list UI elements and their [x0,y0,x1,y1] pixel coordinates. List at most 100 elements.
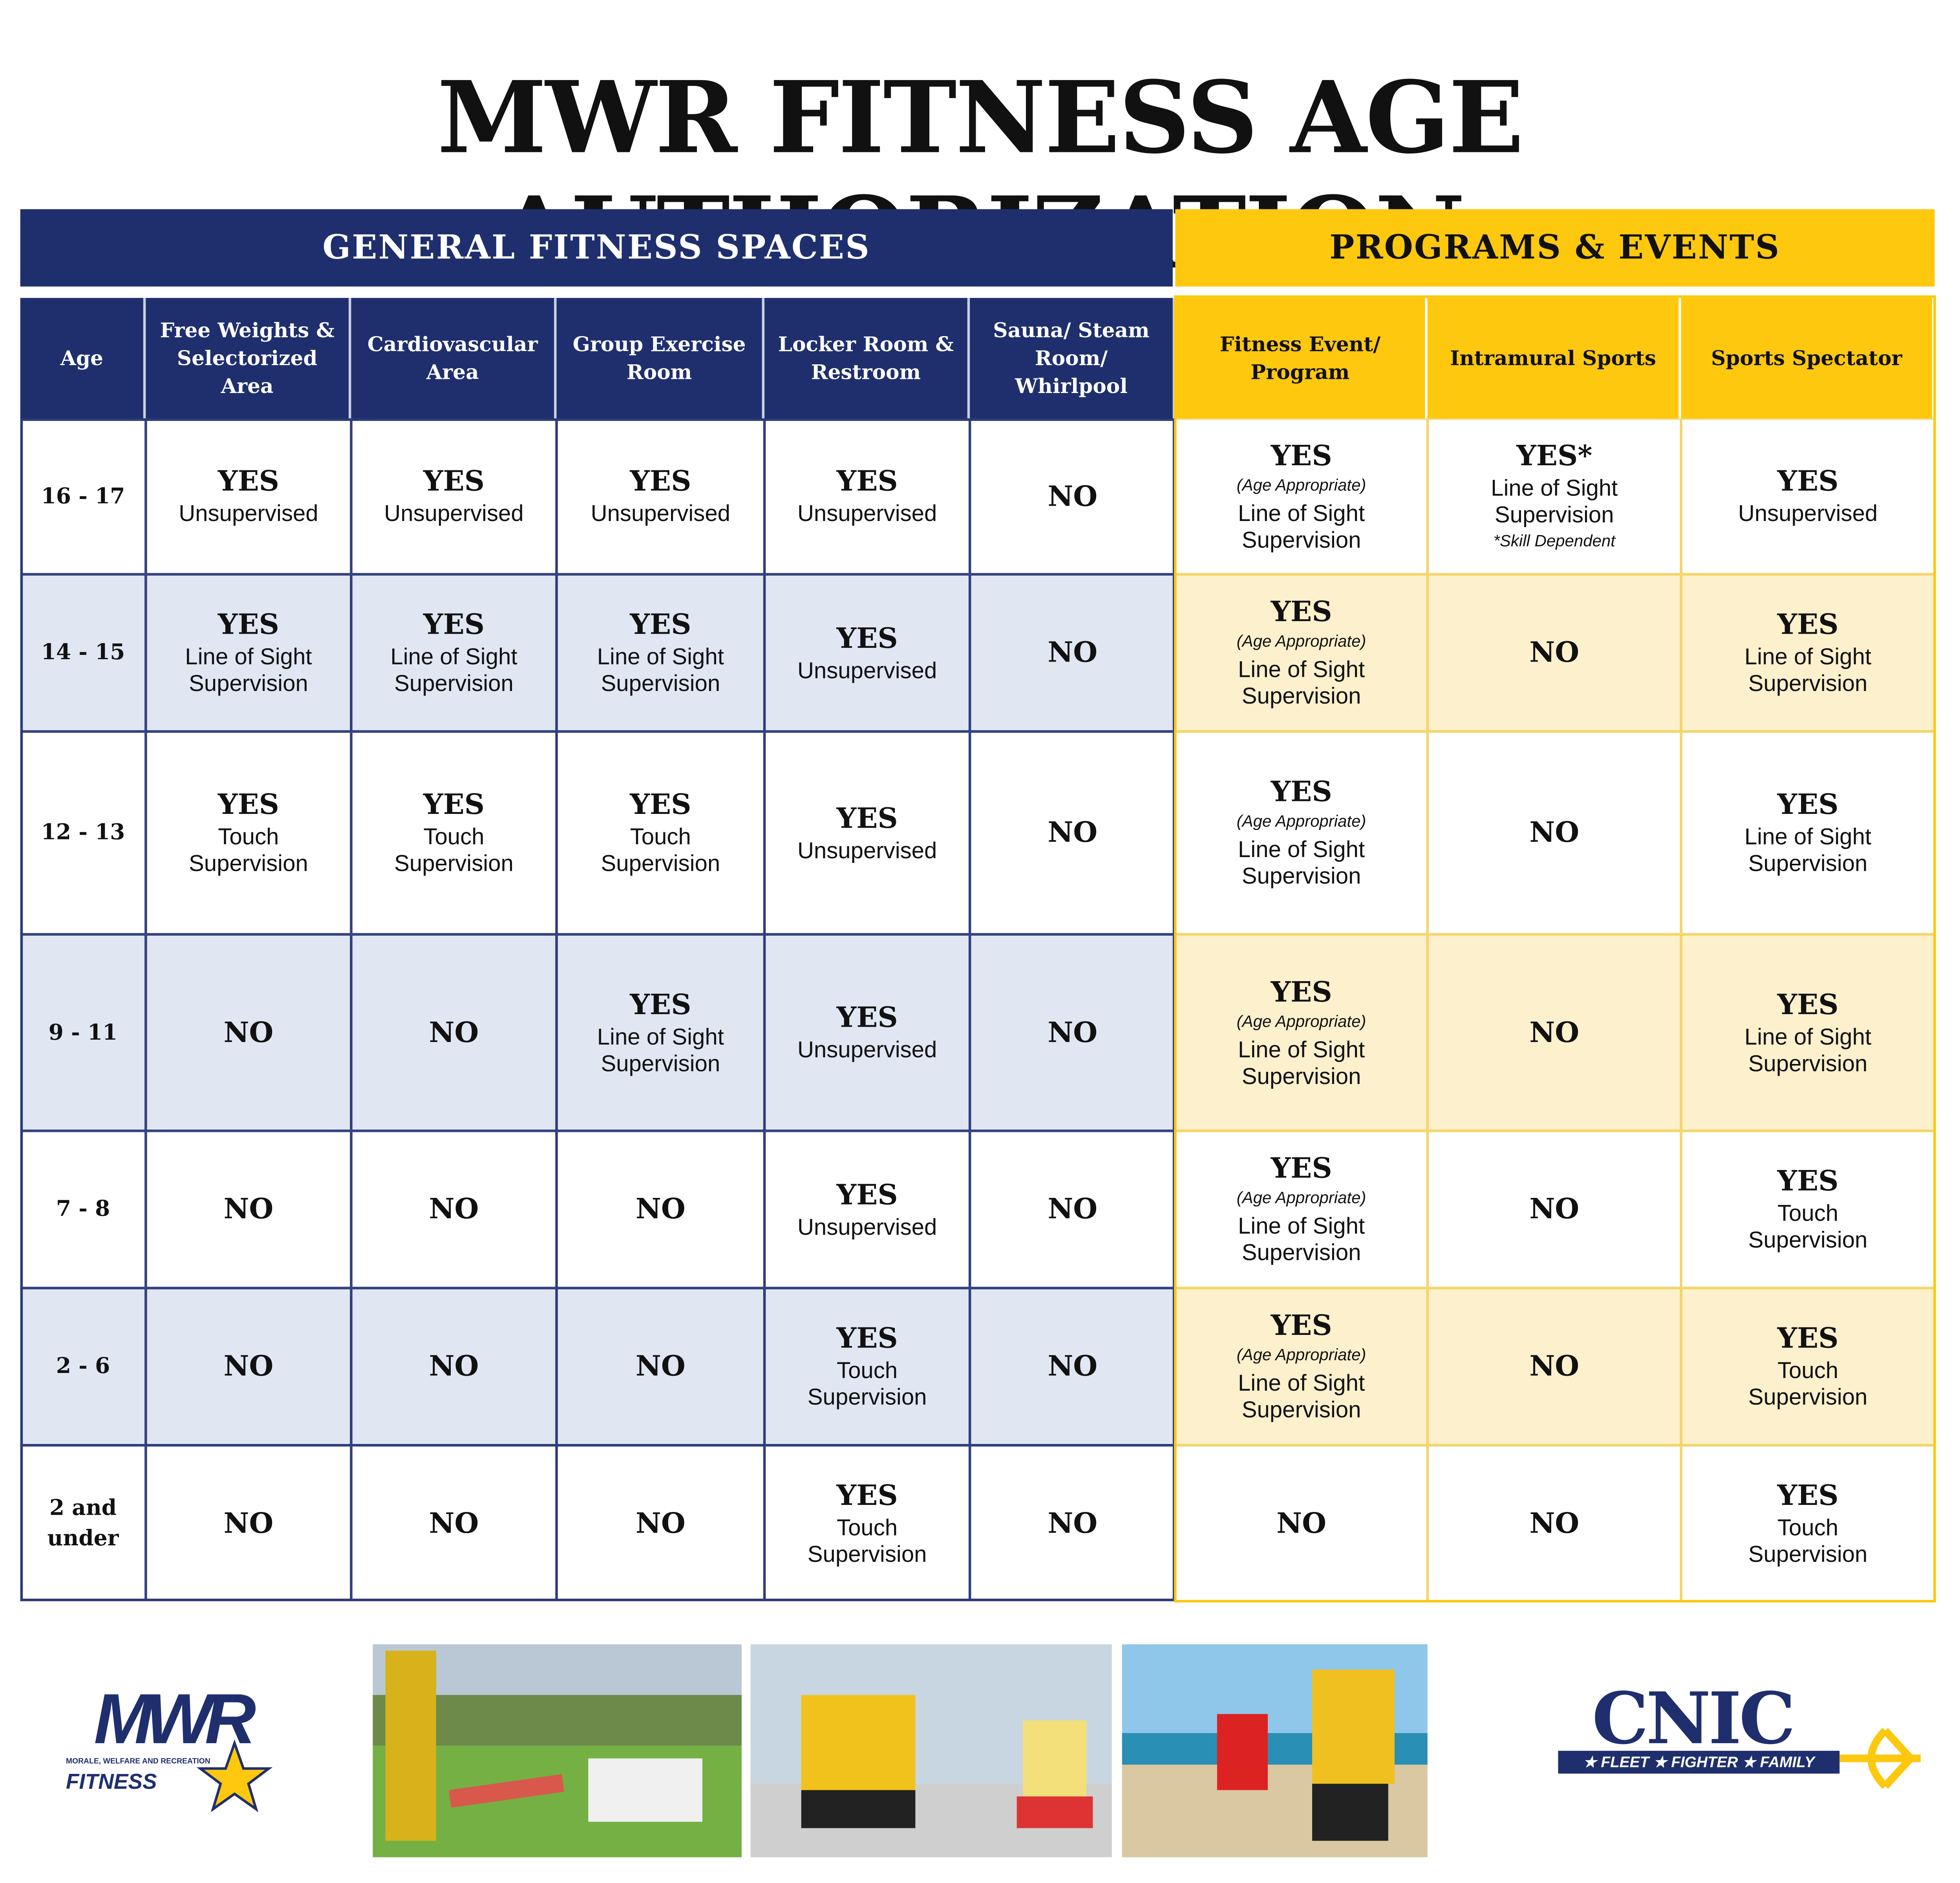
mwr-logo: MWR MORALE, WELFARE AND RECREATION FITNE… [66,1680,273,1812]
cell-main: YES [836,1178,898,1212]
cell-main: NO [429,1350,479,1383]
cell-main: YES [630,608,691,642]
cell-main: YES [836,802,898,835]
authorization-cell: NO [1427,1288,1681,1446]
cell-main: YES [630,788,691,822]
cell-main: NO [223,1350,274,1383]
cell-detail: Unsupervised [797,501,937,527]
cell-main: NO [1048,636,1098,669]
cell-detail: Touch Supervision [394,824,514,876]
authorization-cell: YES Unsupervised [764,418,970,574]
cell-detail: Touch Supervision [1748,1514,1868,1567]
star [196,1739,273,1812]
age-cell: 14 - 15 [20,574,146,732]
cell-detail: Line of Sight Supervision [1238,500,1365,552]
authorization-cell: YES Unsupervised [146,418,351,574]
cell-main: YES [218,608,279,642]
cell-main: YES [836,1322,898,1355]
authorization-cell: YES Touch Supervision [146,731,351,934]
cell-main: NO [1048,1193,1098,1226]
cell-main: NO [223,1016,274,1049]
cell-main: NO [1048,480,1098,513]
age-label: 9 - 11 [48,1020,118,1046]
age-cell: 9 - 11 [20,934,146,1131]
cell-detail: Line of Sight Supervision [390,644,517,696]
cell-main: YES [836,622,898,655]
authorization-cell: NO [351,934,557,1131]
cell-detail: Line of Sight Supervision [1238,656,1365,709]
cell-main: NO [1529,1506,1580,1540]
cell-main: NO [1529,636,1580,669]
cell-detail: Unsupervised [384,501,524,527]
cnic-logo: CNIC ★ FLEET ★ FIGHTER ★ FAMILY [1558,1680,1921,1789]
authorization-cell: YES (Age Appropriate) Line of Sight Superv… [1175,934,1428,1131]
cell-main: YES [1271,596,1332,629]
photo [1122,1644,1428,1857]
authorization-cell: YES Touch Supervision [764,1288,970,1446]
cell-main: YES [836,1479,898,1512]
age-cell: 2 and under [20,1445,146,1601]
authorization-cell: YES Line of Sight Supervision [1681,574,1935,732]
cell-footnote: *Skill Dependent [1493,530,1615,550]
cell-main: NO [1529,1016,1580,1049]
cell-note: (Age Appropriate) [1236,1011,1366,1030]
column-header: Fitness Event/ Program [1175,298,1428,419]
cell-detail: Unsupervised [797,657,937,683]
authorization-cell: NO [1427,1445,1681,1601]
age-label: 7 - 8 [56,1197,110,1222]
cell-detail: Line of Sight Supervision [1238,837,1365,889]
cell-main: NO [223,1506,274,1540]
cell-note: (Age Appropriate) [1236,1188,1366,1207]
cell-main: NO [429,1016,479,1049]
photo [750,1644,1112,1857]
cell-detail: Unsupervised [797,1214,937,1239]
authorization-cell: NO [1427,731,1681,934]
authorization-cell: NO [970,1131,1176,1288]
column-header: Locker Room & Restroom [764,298,970,419]
cell-detail: Touch Supervision [807,1514,927,1567]
cell-main: NO [635,1506,686,1540]
authorization-cell: NO [556,1131,765,1288]
authorization-cell: YES Line of Sight Supervision [1681,934,1935,1131]
authorization-cell: YES Unsupervised [764,934,970,1131]
trident [1839,1728,1921,1789]
cell-detail: Unsupervised [797,837,937,863]
cell-main: NO [1048,816,1098,850]
column-header: Cardiovascular Area [351,298,557,419]
cell-detail: Touch Supervision [1748,1200,1868,1253]
mwr-logo-name: MWR [94,1680,256,1758]
cell-main: YES [1271,1309,1332,1343]
cell-detail: Unsupervised [797,1037,937,1062]
cell-main: NO [1529,1193,1580,1226]
mwr-logo-tagline: MORALE, WELFARE AND RECREATION [66,1757,210,1766]
cell-main: NO [1276,1506,1326,1540]
cell-note: (Age Appropriate) [1236,631,1366,651]
age-cell: 12 - 13 [20,731,146,934]
cell-main: YES [630,465,691,498]
column-header: Age [20,298,146,419]
authorization-cell: YES (Age Appropriate) Line of Sight Superv… [1175,418,1428,574]
age-cell: 16 - 17 [20,418,146,574]
cell-main: NO [1048,1350,1098,1383]
cell-detail: Touch Supervision [601,824,720,876]
cell-detail: Line of Sight Supervision [1238,1370,1365,1422]
authorization-cell: YES Line of Sight Supervision [351,574,557,732]
authorization-cell: YES Touch Supervision [556,731,765,934]
authorization-cell: YES Line of Sight Supervision [146,574,351,732]
authorization-cell: NO [351,1288,557,1446]
cell-main: YES [218,465,279,498]
cell-main: NO [429,1193,479,1226]
cell-main: YES [1777,1322,1839,1355]
cell-detail: Line of Sight Supervision [185,644,312,696]
authorization-cell: YES Unsupervised [351,418,557,574]
cell-main: YES [423,465,485,498]
authorization-cell: NO [970,1288,1176,1446]
group-header: GENERAL FITNESS SPACES [20,209,1173,287]
authorization-cell: YES (Age Appropriate) Line of Sight Superv… [1175,1131,1428,1288]
authorization-cell: NO [146,1288,351,1446]
authorization-cell: NO [351,1131,557,1288]
cell-main: NO [635,1193,686,1226]
cell-main: NO [1529,1350,1580,1383]
cnic-logo-tagline: ★ FLEET ★ FIGHTER ★ FAMILY [1583,1754,1816,1771]
